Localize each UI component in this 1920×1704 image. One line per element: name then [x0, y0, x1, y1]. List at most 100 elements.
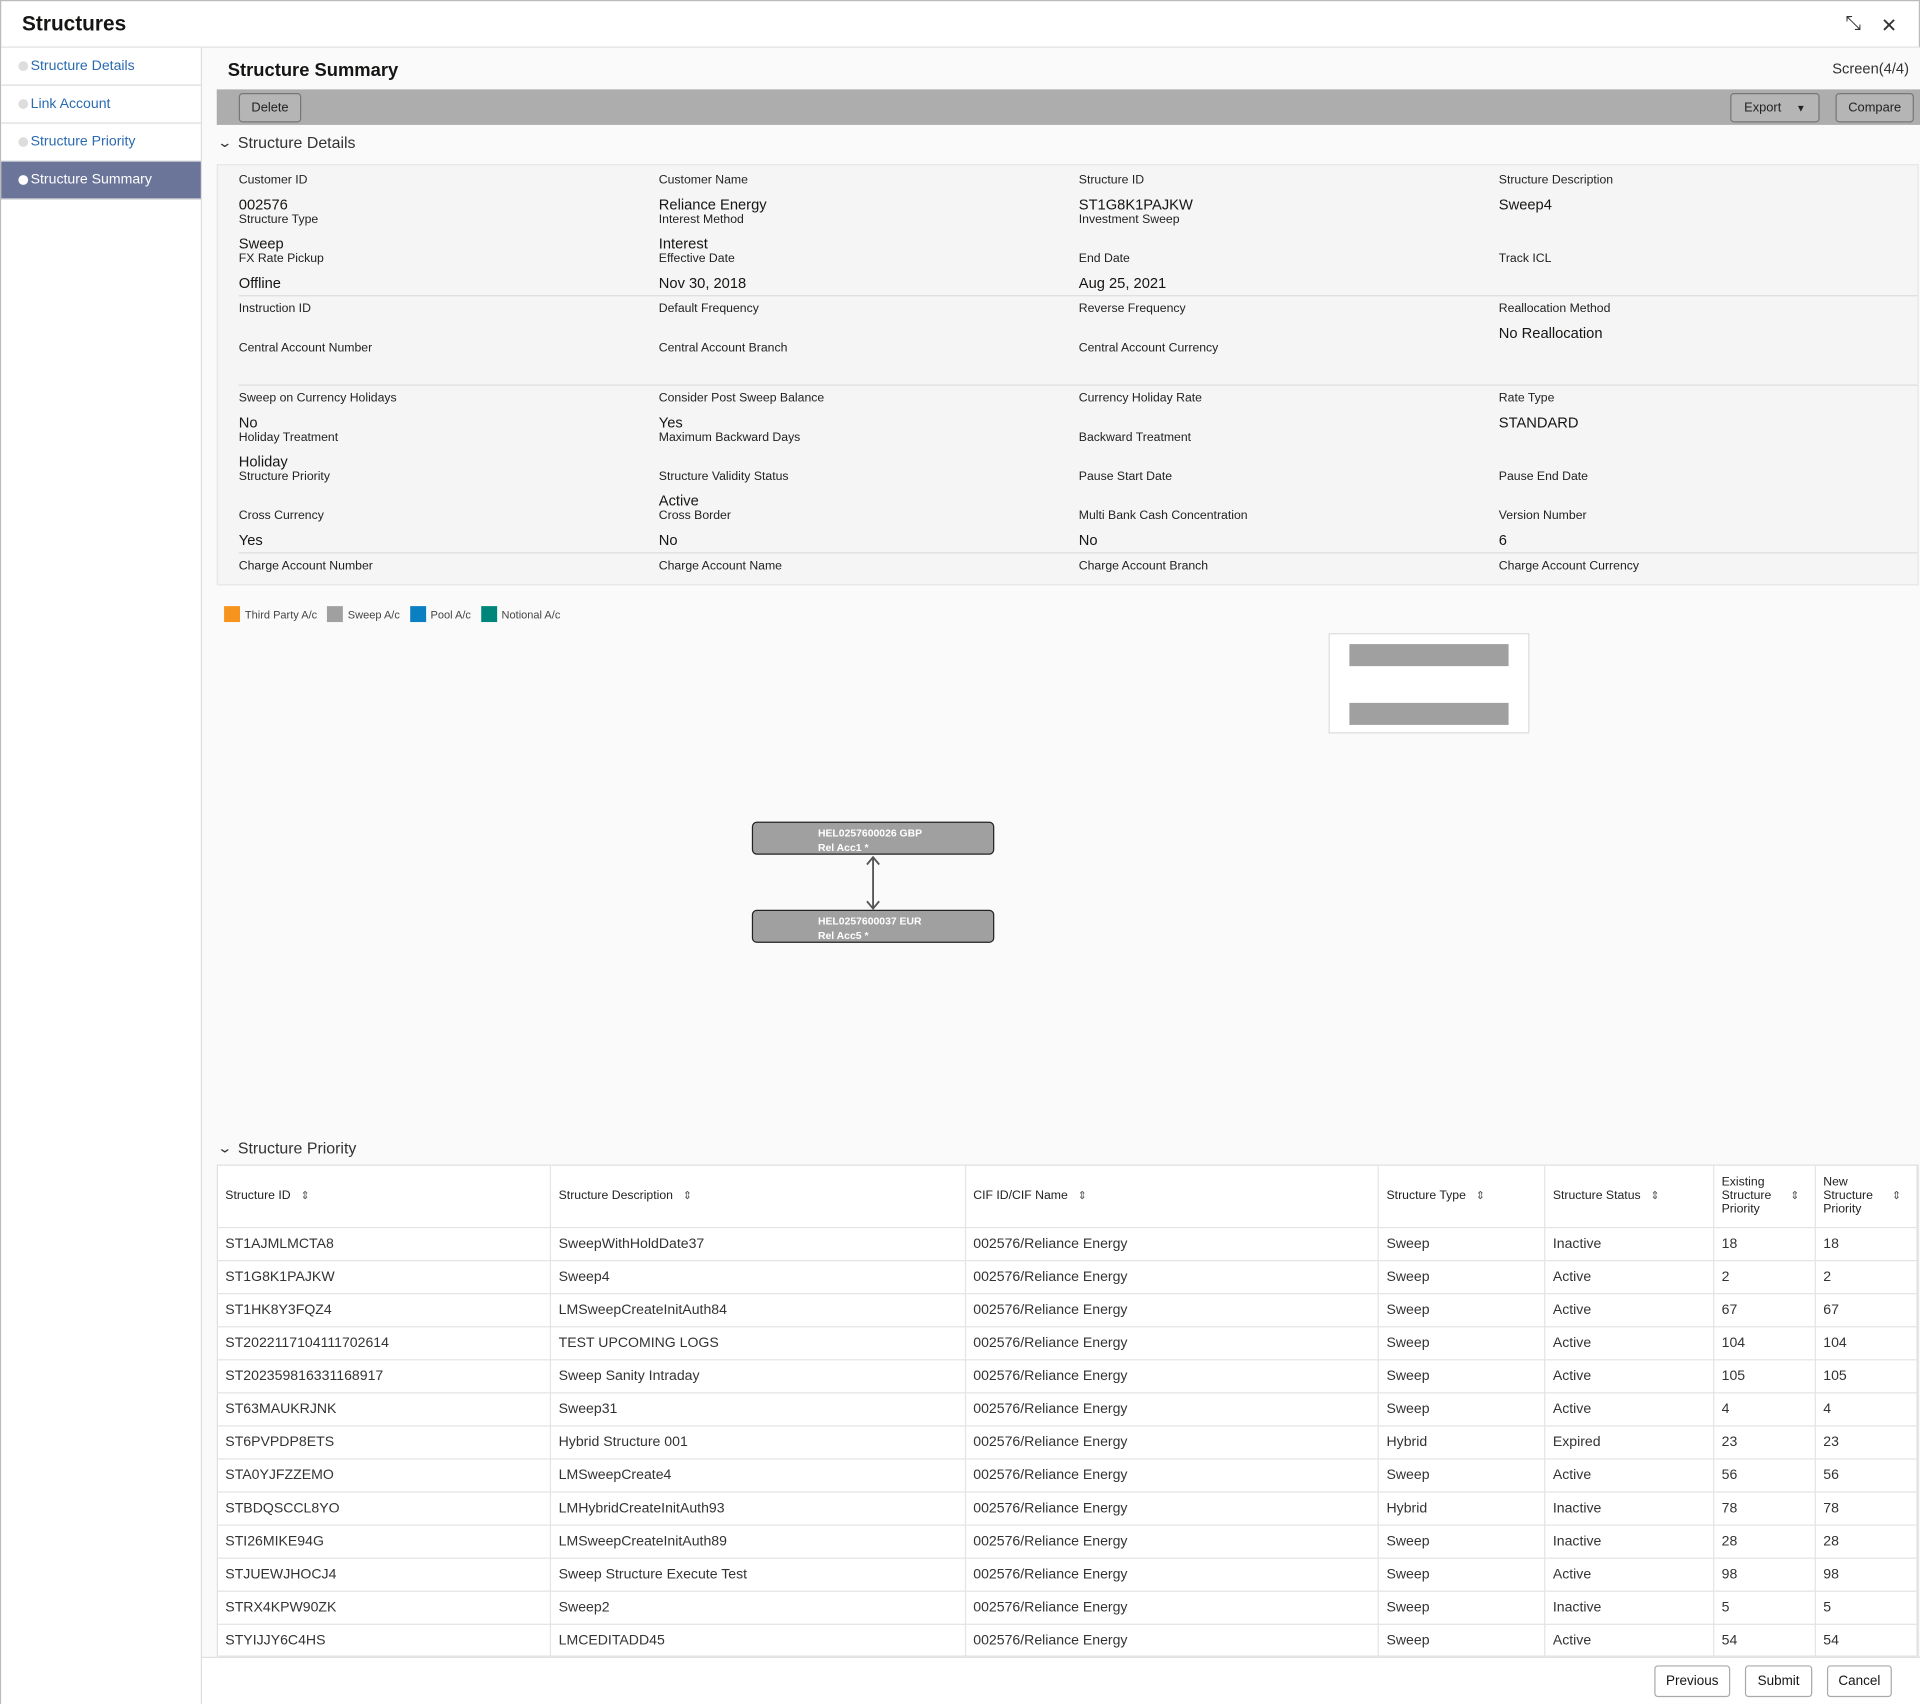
- field-value: 6: [1498, 531, 1507, 549]
- column-header[interactable]: Structure Type ⇕: [1378, 1165, 1546, 1228]
- table-cell: Active: [1544, 1458, 1715, 1493]
- field-label: Customer Name: [658, 173, 748, 188]
- column-header[interactable]: New Structure Priority ⇕: [1815, 1165, 1918, 1228]
- diagram-minimap[interactable]: [1328, 633, 1530, 734]
- field-label: Pause Start Date: [1078, 470, 1173, 484]
- table-cell: Sweep: [1378, 1623, 1546, 1658]
- account-node[interactable]: HEL0257600026 GBP Rel Acc1 *: [751, 821, 995, 855]
- column-header-label: Structure Type: [1386, 1189, 1466, 1203]
- column-header[interactable]: Structure ID ⇕: [217, 1165, 552, 1228]
- column-header[interactable]: CIF ID/CIF Name ⇕: [965, 1165, 1380, 1228]
- step-dot-icon: [18, 99, 29, 109]
- column-header[interactable]: Structure Description ⇕: [550, 1165, 966, 1228]
- node-account: HEL0257600037 EUR: [817, 914, 922, 927]
- field-label: FX Rate Pickup: [238, 252, 324, 266]
- close-icon[interactable]: ✕: [1880, 15, 1898, 37]
- detail-field: Track ICL: [1499, 251, 1919, 290]
- table-cell: Sweep: [1378, 1524, 1546, 1559]
- table-cell: 56: [1815, 1458, 1918, 1493]
- structure-priority-header[interactable]: ⌄ Structure Priority: [217, 1139, 356, 1157]
- table-cell: 4: [1815, 1392, 1918, 1426]
- main-content: Structure Summary Screen(4/4) Delete Exp…: [202, 47, 1920, 1658]
- field-label: Holiday Treatment: [238, 431, 339, 445]
- delete-button[interactable]: Delete: [238, 93, 302, 123]
- table-row[interactable]: ST1AJMLMCTA8 SweepWithHoldDate37 002576/Re…: [217, 1226, 1918, 1261]
- sidebar-item-label: Structure Summary: [30, 172, 152, 188]
- field-label: Cross Border: [658, 509, 731, 523]
- column-header[interactable]: Existing Structure Priority ⇕: [1713, 1165, 1816, 1228]
- sort-icon[interactable]: ⇕: [1475, 1189, 1485, 1202]
- table-cell: 002576/Reliance Energy: [965, 1359, 1380, 1393]
- table-row[interactable]: STA0YJFZZEMO LMSweepCreate4 002576/Relianc…: [217, 1458, 1918, 1493]
- table-cell: Sweep: [1378, 1557, 1546, 1592]
- table-cell: 5: [1713, 1590, 1816, 1625]
- detail-field: Default Frequency: [659, 301, 1079, 340]
- sort-icon[interactable]: ⇕: [1891, 1189, 1902, 1202]
- field-value: Sweep4: [1498, 195, 1552, 214]
- table-row[interactable]: ST1HK8Y3FQZ4 LMSweepCreateInitAuth84 00257…: [217, 1293, 1918, 1327]
- sort-icon[interactable]: ⇕: [1077, 1189, 1087, 1202]
- submit-button[interactable]: Submit: [1744, 1665, 1813, 1698]
- detail-field: Structure Priority: [239, 469, 659, 508]
- compare-button[interactable]: Compare: [1835, 93, 1914, 123]
- detail-field: Interest Method Interest: [659, 212, 1079, 252]
- table-cell: 67: [1713, 1293, 1816, 1327]
- legend-swatch: [224, 606, 241, 623]
- account-node[interactable]: HEL0257600037 EUR Rel Acc5 *: [751, 909, 995, 943]
- sidebar-item-label: Structure Details: [30, 58, 135, 74]
- table-cell: Inactive: [1544, 1524, 1715, 1559]
- table-row[interactable]: STI26MIKE94G LMSweepCreateInitAuth89 00257…: [217, 1524, 1918, 1559]
- table-row[interactable]: ST2022117104111702614 TEST UPCOMING LOGS 0…: [217, 1326, 1918, 1360]
- sidebar-item-structure-details[interactable]: Structure Details: [1, 48, 201, 86]
- field-label: Effective Date: [658, 252, 735, 266]
- sort-icon[interactable]: ⇕: [1790, 1189, 1800, 1202]
- table-cell: 98: [1815, 1557, 1918, 1592]
- field-label: Version Number: [1498, 509, 1587, 523]
- table-cell: LMSweepCreateInitAuth84: [550, 1293, 966, 1327]
- sort-icon[interactable]: ⇕: [682, 1189, 693, 1202]
- table-cell: LMSweepCreateInitAuth89: [550, 1524, 966, 1559]
- detail-field: Currency Holiday Rate: [1079, 391, 1499, 430]
- detail-field: Sweep on Currency Holidays No: [238, 391, 659, 431]
- table-row[interactable]: ST1G8K1PAJKW Sweep4 002576/Reliance Energy…: [217, 1260, 1918, 1294]
- table-cell: LMCEDITADD45: [550, 1623, 966, 1658]
- detail-field: Central Account Currency: [1079, 340, 1499, 379]
- table-row[interactable]: ST63MAUKRJNK Sweep31 002576/Reliance Energ…: [217, 1392, 1918, 1426]
- structure-details-header[interactable]: ⌄ Structure Details: [217, 133, 356, 151]
- field-label: Sweep on Currency Holidays: [238, 391, 397, 406]
- table-row[interactable]: STRX4KPW90ZK Sweep2 002576/Reliance Energy…: [217, 1590, 1918, 1625]
- detail-field: [1499, 212, 1919, 251]
- table-row[interactable]: STJUEWJHOCJ4 Sweep Structure Execute Test…: [217, 1557, 1918, 1592]
- column-header-label: CIF ID/CIF Name: [973, 1189, 1068, 1203]
- detail-field: Central Account Number: [239, 340, 659, 379]
- sort-icon[interactable]: ⇕: [300, 1189, 310, 1202]
- column-header-label: Structure Status: [1552, 1189, 1641, 1203]
- minimap-node: [1349, 644, 1509, 667]
- field-label: Charge Account Branch: [1078, 559, 1209, 574]
- field-value: Yes: [238, 531, 263, 549]
- column-header[interactable]: Structure Status ⇕: [1544, 1165, 1715, 1228]
- table-cell: ST1AJMLMCTA8: [217, 1226, 552, 1261]
- export-button[interactable]: Export ▼: [1730, 93, 1820, 123]
- table-cell: 4: [1713, 1392, 1816, 1426]
- previous-button[interactable]: Previous: [1654, 1665, 1731, 1698]
- table-cell: 002576/Reliance Energy: [965, 1590, 1380, 1625]
- detail-field: Cross Border No: [658, 508, 1079, 548]
- collapse-icon[interactable]: ⤡: [1845, 13, 1862, 35]
- table-row[interactable]: ST6PVPDP8ETS Hybrid Structure 001 002576/R…: [217, 1425, 1918, 1459]
- detail-field: Central Account Branch: [659, 340, 1079, 379]
- field-label: Rate Type: [1498, 391, 1555, 406]
- table-row[interactable]: STYIJJY6C4HS LMCEDITADD45 002576/Reliance …: [217, 1623, 1918, 1658]
- sort-icon[interactable]: ⇕: [1650, 1189, 1660, 1202]
- table-row[interactable]: STBDQSCCL8YO LMHybridCreateInitAuth93 0025…: [217, 1491, 1918, 1526]
- cancel-button[interactable]: Cancel: [1826, 1665, 1892, 1698]
- sidebar-item-link-account[interactable]: Link Account: [1, 86, 201, 124]
- sidebar-item-structure-summary[interactable]: Structure Summary: [1, 161, 201, 200]
- table-row[interactable]: ST202359816331168917 Sweep Sanity Intrada…: [217, 1359, 1918, 1393]
- detail-field: Instruction ID: [239, 301, 659, 340]
- field-label: Charge Account Name: [658, 559, 782, 574]
- footer: Previous Submit Cancel: [202, 1656, 1920, 1704]
- sidebar-item-structure-priority[interactable]: Structure Priority: [1, 124, 201, 162]
- field-label: Default Frequency: [658, 302, 759, 316]
